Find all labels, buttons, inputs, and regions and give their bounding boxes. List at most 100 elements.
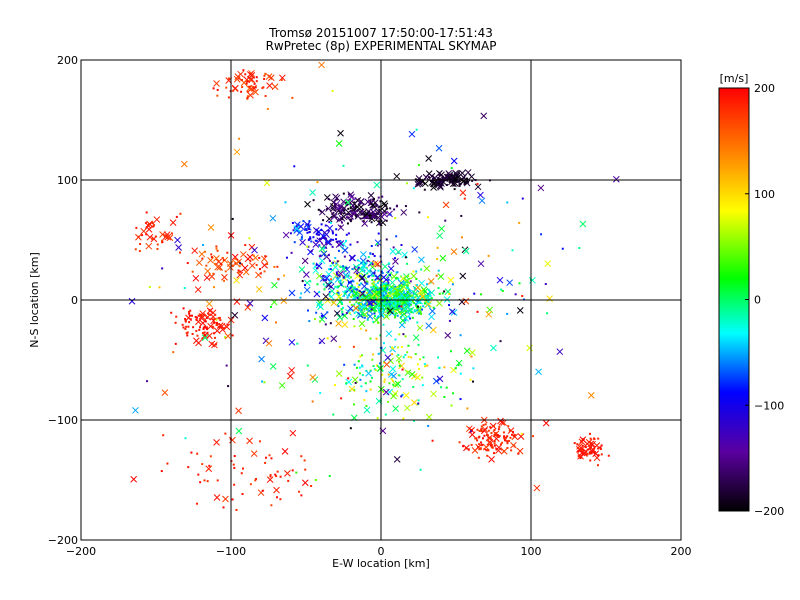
data-point-dot xyxy=(328,291,331,294)
data-point-dot xyxy=(396,271,399,274)
data-point-dot xyxy=(403,281,406,284)
data-point-dot xyxy=(403,297,406,300)
data-point-x xyxy=(315,301,323,309)
data-point-dot xyxy=(479,441,482,444)
data-point-x xyxy=(161,389,169,396)
data-point-dot xyxy=(212,87,215,90)
data-point-dot xyxy=(363,399,366,402)
data-point-dot xyxy=(366,318,369,321)
data-point-dot xyxy=(382,323,385,326)
data-point-dot xyxy=(378,208,381,211)
data-point-dot xyxy=(188,310,191,313)
data-point-dot xyxy=(353,291,356,294)
data-point-dot xyxy=(255,80,258,83)
data-point-dot xyxy=(255,76,258,79)
data-point-dot xyxy=(506,440,509,443)
data-point-dot xyxy=(372,303,375,306)
data-point-x xyxy=(376,365,384,372)
data-point-dot xyxy=(276,265,279,268)
data-point-dot xyxy=(443,395,446,398)
data-point-dot xyxy=(190,451,193,454)
data-point-dot xyxy=(385,287,388,290)
data-point-x xyxy=(323,274,331,282)
data-point-dot xyxy=(342,164,345,167)
data-point-dot xyxy=(231,217,234,220)
data-point-x xyxy=(401,305,409,313)
data-point-dot xyxy=(379,310,382,313)
data-point-dot xyxy=(389,273,392,276)
data-point-dot xyxy=(394,257,397,260)
data-point-dot xyxy=(377,269,380,272)
data-point-dot xyxy=(387,400,390,403)
data-point-dot xyxy=(352,280,355,283)
data-point-dot xyxy=(393,291,396,294)
data-point-dot xyxy=(480,430,483,433)
data-point-dot xyxy=(388,303,391,306)
data-point-dot xyxy=(394,310,397,313)
data-point-dot xyxy=(502,431,505,434)
data-point-dot xyxy=(280,78,283,81)
data-point-dot xyxy=(376,317,379,320)
data-point-dot xyxy=(404,353,407,356)
data-point-dot xyxy=(246,80,249,83)
data-point-x xyxy=(320,312,328,320)
data-point-dot xyxy=(355,205,358,208)
data-point-dot xyxy=(300,236,303,239)
data-point-x xyxy=(374,260,382,268)
data-point-dot xyxy=(179,251,182,254)
data-point-dot xyxy=(402,356,405,359)
data-point-dot xyxy=(499,443,502,446)
data-point-dot xyxy=(404,205,407,208)
data-point-dot xyxy=(386,286,389,289)
data-point-dot xyxy=(214,336,217,339)
data-point-dot xyxy=(253,82,256,85)
data-point-x xyxy=(430,390,437,398)
data-point-dot xyxy=(420,312,423,315)
data-point-dot xyxy=(505,436,508,439)
data-point-dot xyxy=(191,332,194,335)
data-point-dot xyxy=(407,297,410,300)
data-point-dot xyxy=(588,445,591,448)
data-point-dot xyxy=(416,363,419,366)
data-point-dot xyxy=(367,298,370,301)
data-point-x xyxy=(411,290,419,297)
data-point-dot xyxy=(337,294,340,297)
data-point-x xyxy=(526,344,533,352)
data-point-dot xyxy=(388,382,391,385)
data-point-dot xyxy=(232,89,235,92)
data-point-dot xyxy=(400,395,403,398)
data-point-dot xyxy=(427,424,430,427)
data-point-dot xyxy=(212,318,215,321)
data-point-x xyxy=(301,257,309,265)
data-point-dot xyxy=(322,274,325,277)
data-point-dot xyxy=(194,315,197,318)
data-point-dot xyxy=(426,216,429,219)
data-point-dot xyxy=(396,285,399,288)
data-point-dot xyxy=(237,271,240,274)
data-point-dot xyxy=(328,259,331,262)
data-point-dot xyxy=(477,456,480,459)
data-point-x xyxy=(459,189,467,197)
data-point-dot xyxy=(375,215,378,218)
data-point-dot xyxy=(416,300,419,303)
data-point-x xyxy=(162,233,170,241)
data-point-dot xyxy=(371,253,374,256)
data-point-dot xyxy=(258,440,261,443)
data-point-dot xyxy=(252,254,255,257)
data-point-dot xyxy=(358,283,361,286)
data-point-dot xyxy=(377,232,380,235)
data-point-dot xyxy=(343,255,346,258)
data-point-dot xyxy=(310,484,313,487)
data-point-dot xyxy=(421,376,424,379)
data-point-dot xyxy=(320,314,323,317)
data-point-dot xyxy=(206,331,209,334)
data-point-dot xyxy=(354,265,357,268)
data-point-dot xyxy=(270,305,273,308)
data-point-dot xyxy=(474,437,477,440)
data-point-dot xyxy=(227,385,230,388)
data-point-dot xyxy=(372,285,375,288)
data-point-x xyxy=(578,449,586,457)
data-point-dot xyxy=(215,247,218,250)
data-point-dot xyxy=(353,303,356,306)
data-point-x xyxy=(378,213,385,221)
